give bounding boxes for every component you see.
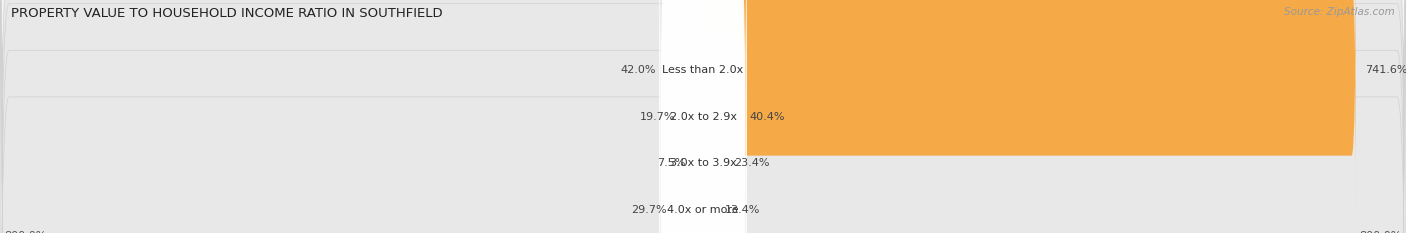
- Text: 3.0x to 3.9x: 3.0x to 3.9x: [669, 158, 737, 168]
- FancyBboxPatch shape: [659, 0, 747, 233]
- Text: 7.5%: 7.5%: [658, 158, 686, 168]
- Text: Less than 2.0x: Less than 2.0x: [662, 65, 744, 75]
- Text: 741.6%: 741.6%: [1365, 65, 1406, 75]
- FancyBboxPatch shape: [659, 0, 747, 233]
- FancyBboxPatch shape: [702, 16, 725, 233]
- FancyBboxPatch shape: [659, 0, 747, 233]
- FancyBboxPatch shape: [665, 0, 704, 217]
- Text: 800.0%: 800.0%: [4, 231, 46, 233]
- Text: 23.4%: 23.4%: [734, 158, 769, 168]
- Text: PROPERTY VALUE TO HOUSEHOLD INCOME RATIO IN SOUTHFIELD: PROPERTY VALUE TO HOUSEHOLD INCOME RATIO…: [11, 7, 443, 20]
- FancyBboxPatch shape: [702, 62, 716, 233]
- FancyBboxPatch shape: [675, 62, 704, 233]
- Text: 19.7%: 19.7%: [640, 112, 675, 121]
- Text: 800.0%: 800.0%: [1360, 231, 1402, 233]
- Text: 42.0%: 42.0%: [620, 65, 655, 75]
- Text: 40.4%: 40.4%: [749, 112, 785, 121]
- FancyBboxPatch shape: [695, 16, 704, 233]
- FancyBboxPatch shape: [702, 0, 740, 233]
- Text: 13.4%: 13.4%: [725, 205, 761, 215]
- Text: 4.0x or more: 4.0x or more: [668, 205, 738, 215]
- Text: 2.0x to 2.9x: 2.0x to 2.9x: [669, 112, 737, 121]
- Text: Source: ZipAtlas.com: Source: ZipAtlas.com: [1284, 7, 1395, 17]
- FancyBboxPatch shape: [702, 0, 1355, 217]
- Text: 29.7%: 29.7%: [631, 205, 666, 215]
- FancyBboxPatch shape: [685, 0, 704, 233]
- FancyBboxPatch shape: [659, 0, 747, 233]
